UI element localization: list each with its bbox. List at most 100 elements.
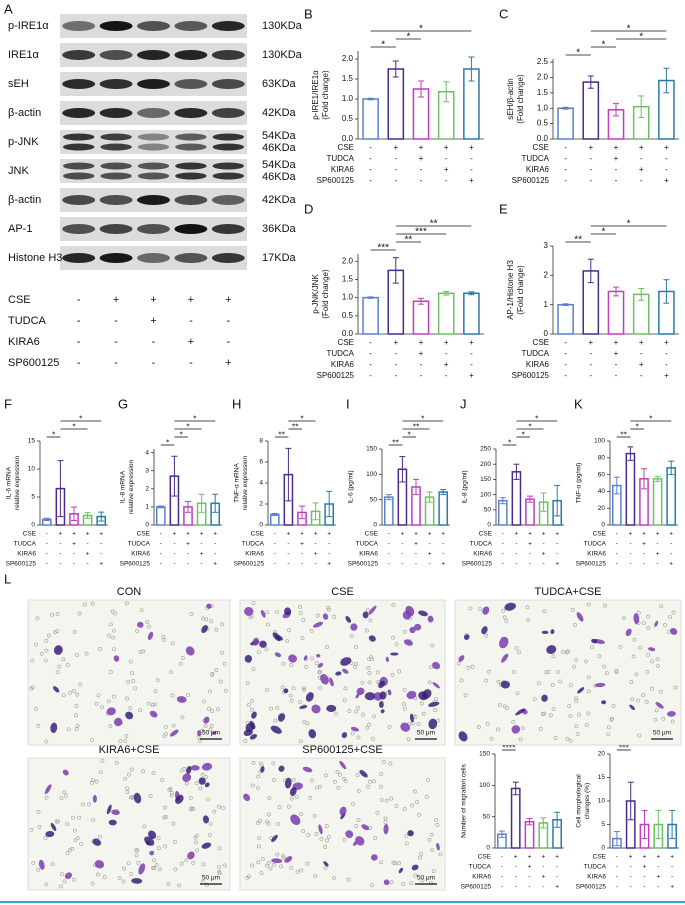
scale-bar-label: 50 μm [653,730,671,737]
cell [45,831,55,838]
condition-sign: - [46,561,48,568]
pore [275,706,280,710]
pore [129,795,133,800]
cell [316,653,321,658]
micrograph [27,757,231,891]
condition-sign: - [160,531,162,538]
pore [631,654,636,659]
pore [257,836,262,841]
pore [295,870,300,874]
y-tick-label: 0 [259,522,263,529]
condition-sign: - [187,551,189,558]
condition-label: KIRA6 [8,336,40,348]
micrograph [454,599,682,746]
cell [414,623,422,631]
cell [182,773,192,782]
pore [402,807,407,812]
pore [556,670,560,674]
condition-sign: - [445,154,448,163]
condition-sign: - [657,561,659,568]
condition-sign: + [99,561,103,568]
pore [98,834,102,839]
condition-label: TUDCA [584,864,607,871]
cell [299,705,308,709]
condition-sign: + [656,854,660,861]
blot-label: JNK [8,165,29,177]
pore [436,718,441,723]
pore [124,734,129,738]
pore [410,803,415,808]
pore [55,629,60,634]
condition-sign: - [564,165,567,174]
pore [184,858,189,863]
pore [354,645,359,649]
pore [586,675,591,680]
condition-sign: + [186,541,190,548]
cell [402,610,412,620]
panel-letter: K [574,396,583,411]
pore [147,624,152,629]
pore [168,786,173,791]
pore [356,818,361,823]
significance-label: * [180,429,184,439]
cell [390,652,399,656]
blot-size: 17KDa [262,252,297,264]
condition-label: KIRA6 [359,551,378,558]
pore [145,620,150,625]
pore [629,680,634,685]
band [174,21,208,31]
cell [432,682,440,689]
y-axis-label: (Fold change) [321,269,330,319]
pore [138,708,143,713]
pore [84,651,89,656]
pore [497,703,502,708]
pore [90,601,95,606]
condition-sign: - [394,371,397,380]
band [62,108,96,118]
condition-sign: - [515,551,517,558]
pore [71,815,75,820]
y-tick-label: 1.0 [342,94,354,103]
pore [173,839,177,844]
cell [577,687,585,694]
pore [346,877,351,882]
pore [561,650,565,654]
condition-label: SP600125 [6,561,37,568]
pore [548,713,553,718]
condition-sign: + [59,531,63,538]
condition-sign: + [314,531,318,538]
y-tick-label: 80 [598,455,606,462]
scale-bar-label: 50 μm [202,730,220,737]
pore [325,838,330,843]
condition-sign: - [46,541,48,548]
cell [340,657,352,666]
pore [245,681,250,686]
pore [122,866,126,871]
pore [655,657,660,662]
pore [161,634,166,639]
pore [634,672,639,677]
condition-sign: - [615,165,618,174]
cell [625,628,632,637]
pore [607,725,611,730]
pore [133,686,138,691]
band [211,253,245,263]
pore [565,736,570,741]
pore [100,759,105,763]
condition-label: SP600125 [317,371,355,380]
significance-label: * [408,429,412,439]
condition-sign: - [59,551,61,558]
condition-sign: - [502,531,504,538]
pore [429,881,433,886]
condition-sign: - [665,360,668,369]
cell [270,725,282,734]
significance-label: * [72,421,76,431]
condition-sign: - [643,884,645,891]
cell [186,766,192,774]
pore [393,861,398,866]
pore [210,671,215,676]
y-axis-label: (Fold change) [516,74,525,124]
pore [485,721,490,726]
pore [220,622,224,627]
condition-label: CSE [533,338,549,347]
